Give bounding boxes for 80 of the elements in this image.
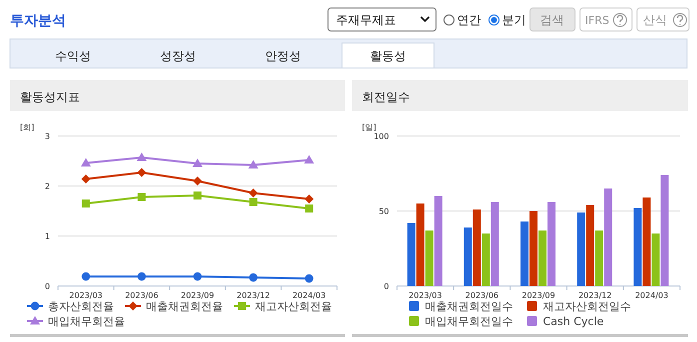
- x-tick-label: 2023/03: [69, 291, 103, 300]
- legend-label: 매입채무회전율: [48, 315, 125, 328]
- point: [248, 188, 258, 198]
- y-tick-label: 2: [44, 182, 50, 191]
- point: [194, 192, 202, 200]
- bar: [416, 204, 424, 286]
- point: [82, 200, 90, 208]
- legend-label: 매출채권회전일수: [425, 300, 513, 313]
- bar: [520, 222, 528, 286]
- y-tick-label: 50: [378, 207, 389, 216]
- text: 수익성: [55, 49, 91, 63]
- bar: [530, 211, 538, 286]
- x-tick-label: 2023/09: [180, 291, 214, 300]
- legend-label: 재고자산회전율: [255, 300, 332, 313]
- text: IFRS: [585, 14, 610, 27]
- x-tick-label: 2023/06: [125, 291, 158, 300]
- y-axis-title: [회]: [20, 123, 34, 132]
- text: 성장성: [160, 49, 196, 63]
- text: 분기: [502, 13, 526, 27]
- point: [304, 155, 314, 164]
- point: [248, 160, 258, 168]
- point: [81, 174, 90, 184]
- bar: [660, 175, 669, 286]
- x-tick-label: 2023/03: [408, 291, 442, 300]
- y-tick-label: 0: [384, 282, 389, 291]
- x-tick-label: 2023/09: [522, 291, 556, 300]
- bar: [464, 228, 472, 286]
- y-tick-label: 1: [44, 232, 50, 241]
- text: 연간: [457, 13, 481, 27]
- bar: [642, 198, 651, 286]
- y-tick-label: 100: [374, 132, 389, 141]
- text: 활동성: [370, 49, 406, 63]
- text: 안정성: [265, 49, 301, 63]
- legend-label: Cash Cycle: [543, 315, 604, 328]
- legend-label: 재고자산회전일수: [543, 300, 631, 313]
- point: [80, 158, 91, 166]
- text: 주재무제표: [336, 13, 396, 27]
- point: [304, 194, 314, 204]
- x-tick-label: 2023/12: [236, 291, 270, 300]
- point: [249, 198, 258, 206]
- point: [137, 168, 146, 177]
- point: [193, 176, 202, 186]
- point: [304, 274, 314, 283]
- y-axis-title: [일]: [362, 123, 376, 132]
- point: [249, 273, 258, 282]
- text: 검색: [540, 13, 564, 27]
- text: 투자분석: [10, 13, 66, 29]
- y-tick-label: 0: [44, 282, 50, 291]
- point: [138, 193, 146, 201]
- point: [305, 204, 314, 212]
- bar: [425, 230, 434, 286]
- x-tick-label: 2024/03: [635, 291, 668, 300]
- point: [193, 272, 202, 281]
- point: [192, 158, 202, 167]
- y-tick-label: 3: [44, 132, 50, 141]
- x-tick-label: 2023/06: [465, 291, 499, 300]
- bar: [407, 223, 416, 286]
- bar: [434, 196, 442, 286]
- point: [136, 152, 147, 161]
- point: [138, 272, 146, 281]
- bar: [604, 188, 612, 286]
- bar: [482, 234, 490, 286]
- bar: [490, 202, 499, 286]
- bar: [472, 210, 481, 286]
- point: [82, 272, 90, 281]
- bar: [577, 212, 586, 286]
- text: 산식: [643, 13, 667, 27]
- bar: [586, 205, 594, 286]
- legend-label: 매입채무회전일수: [425, 315, 513, 328]
- bar: [538, 230, 546, 286]
- legend-label: 총자산회전율: [48, 300, 114, 313]
- x-tick-label: 2023/12: [578, 291, 612, 300]
- bar: [548, 202, 556, 286]
- x-tick-label: 2024/03: [292, 291, 326, 300]
- bar: [634, 208, 642, 286]
- chart-title: 활동성지표: [20, 90, 80, 104]
- chart-title: 회전일수: [362, 90, 410, 104]
- bar: [652, 234, 660, 286]
- bar: [595, 230, 604, 286]
- legend-label: 매출채권회전율: [146, 300, 223, 313]
